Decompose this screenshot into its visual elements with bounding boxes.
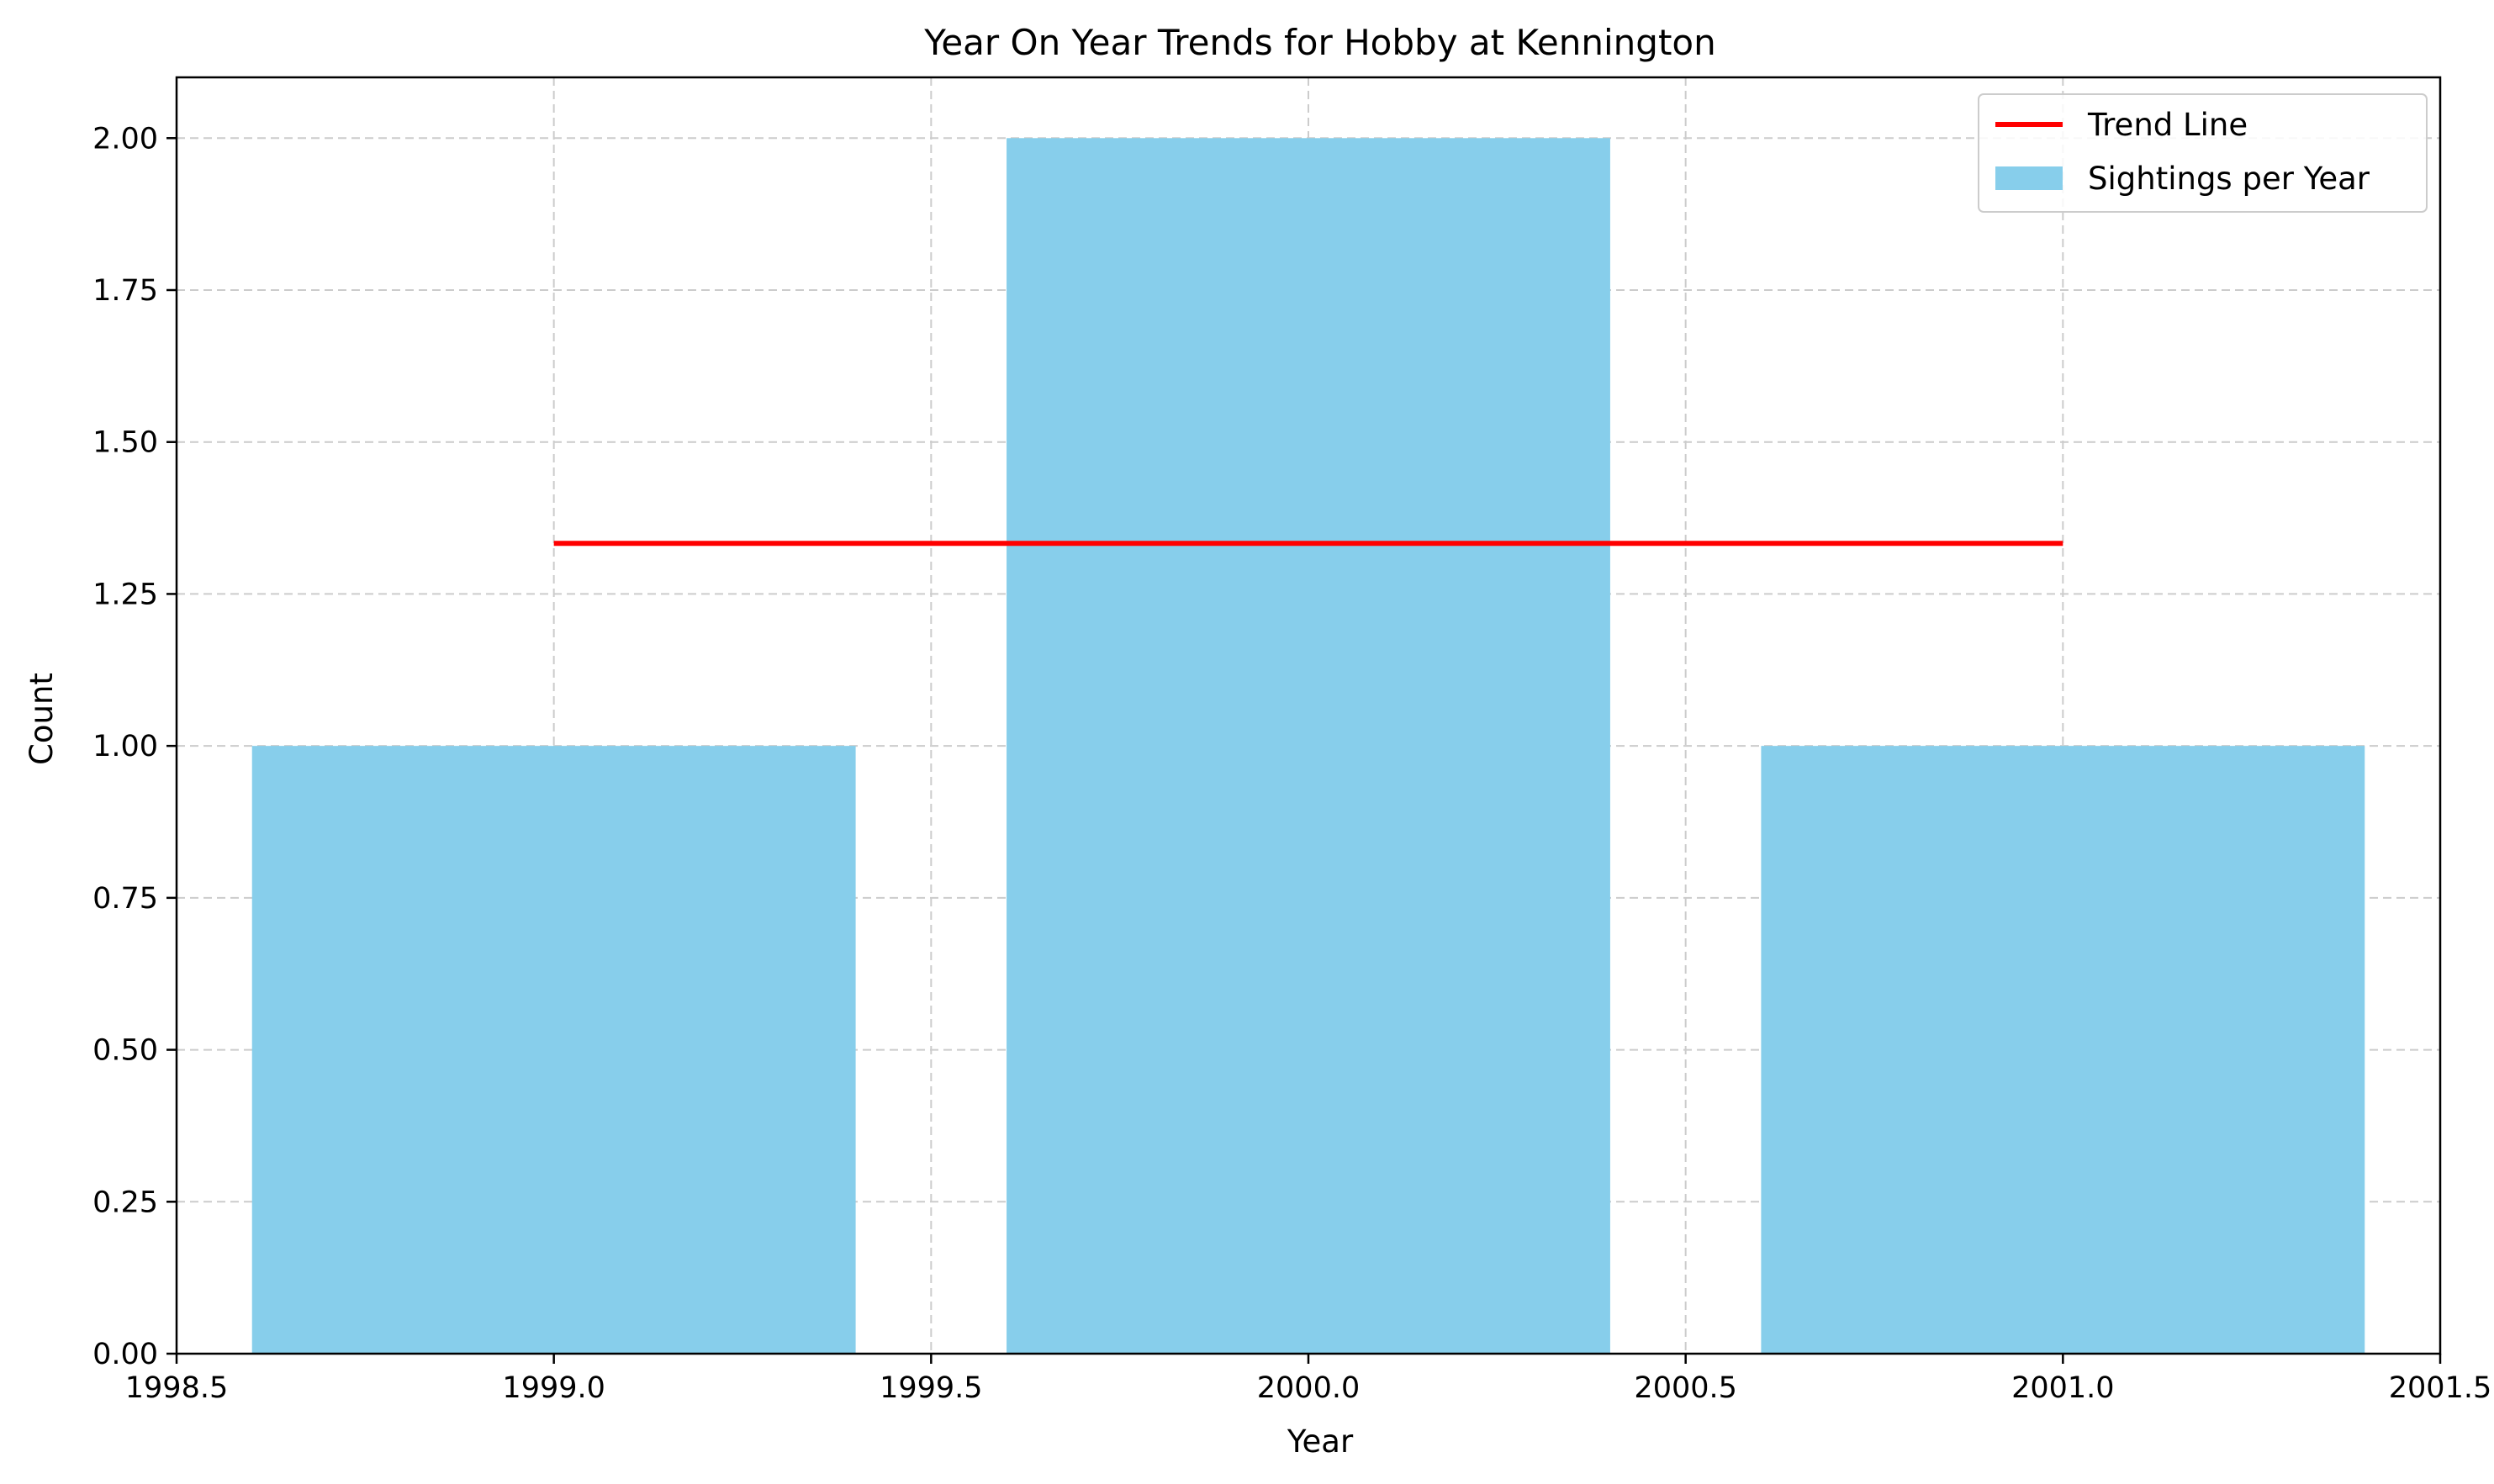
x-tick-label: 1999.5 (880, 1371, 982, 1405)
bar-2001 (1761, 746, 2365, 1354)
legend-label: Sightings per Year (2088, 161, 2370, 197)
x-axis-label: Year (1287, 1423, 1354, 1460)
legend-swatch-sightings (1995, 166, 2063, 190)
plot-area: 1998.5 1999.0 1999.5 2000.0 2000.5 2001.0 2001… (92, 76, 2491, 1405)
y-axis-label: Count (24, 673, 60, 765)
chart-title: Year On Year Trends for Hobby at Kenning… (923, 22, 1715, 63)
bar-2000 (1007, 138, 1610, 1354)
y-tick-label: 0.50 (92, 1034, 158, 1068)
y-tick-label: 0.75 (92, 882, 158, 916)
legend-label: Trend Line (2087, 107, 2248, 143)
y-tick-label: 1.75 (92, 274, 158, 308)
x-tick-label: 2001.5 (2389, 1371, 2491, 1405)
y-tick-label: 1.50 (92, 426, 158, 460)
bar-1999 (251, 746, 856, 1354)
x-tick-label: 2000.0 (1257, 1371, 1360, 1405)
x-tick-label: 2001.0 (2011, 1371, 2114, 1405)
x-tick-label: 1998.5 (125, 1371, 228, 1405)
x-tick-label: 1999.0 (502, 1371, 605, 1405)
y-tick-label: 1.00 (92, 730, 158, 763)
y-tick-label: 0.25 (92, 1186, 158, 1219)
y-tick-label: 0.00 (92, 1338, 158, 1371)
y-tick-label: 1.25 (92, 578, 158, 611)
x-tick-label: 2000.5 (1634, 1371, 1736, 1405)
legend-box (1978, 93, 2428, 213)
y-tick-label: 2.00 (92, 122, 158, 156)
